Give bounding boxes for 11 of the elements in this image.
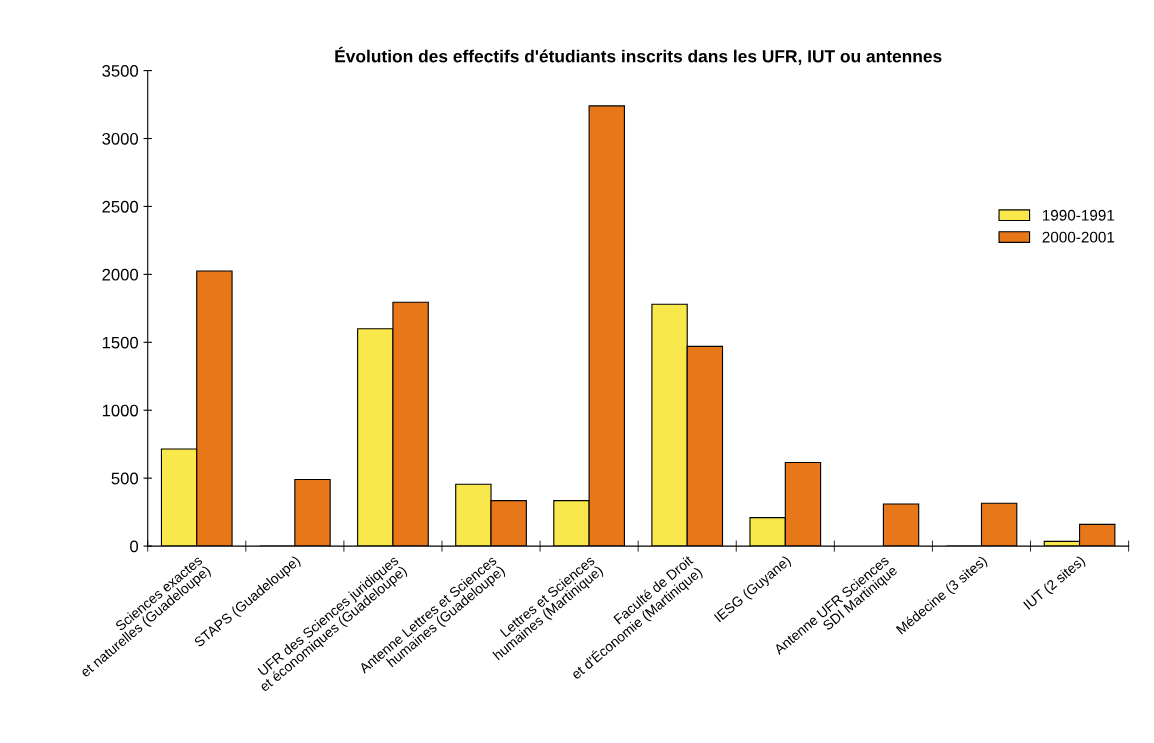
legend-label: 2000-2001 — [1042, 231, 1115, 243]
y-tick-label: 1500 — [102, 336, 139, 349]
y-tick-label: 500 — [111, 472, 139, 485]
chart-title: Évolution des effectifs d'étudiants inscrits dans les UFR, IUT ou antennes — [335, 46, 942, 65]
legend-label: 1990-1991 — [1042, 209, 1115, 221]
y-tick-label: 3000 — [102, 132, 139, 145]
y-tick-label: 2000 — [102, 268, 139, 281]
y-tick-label: 1000 — [102, 404, 139, 417]
y-tick-label: 0 — [130, 540, 139, 553]
y-tick-label: 2500 — [102, 200, 139, 213]
y-tick-label: 3500 — [102, 64, 139, 77]
